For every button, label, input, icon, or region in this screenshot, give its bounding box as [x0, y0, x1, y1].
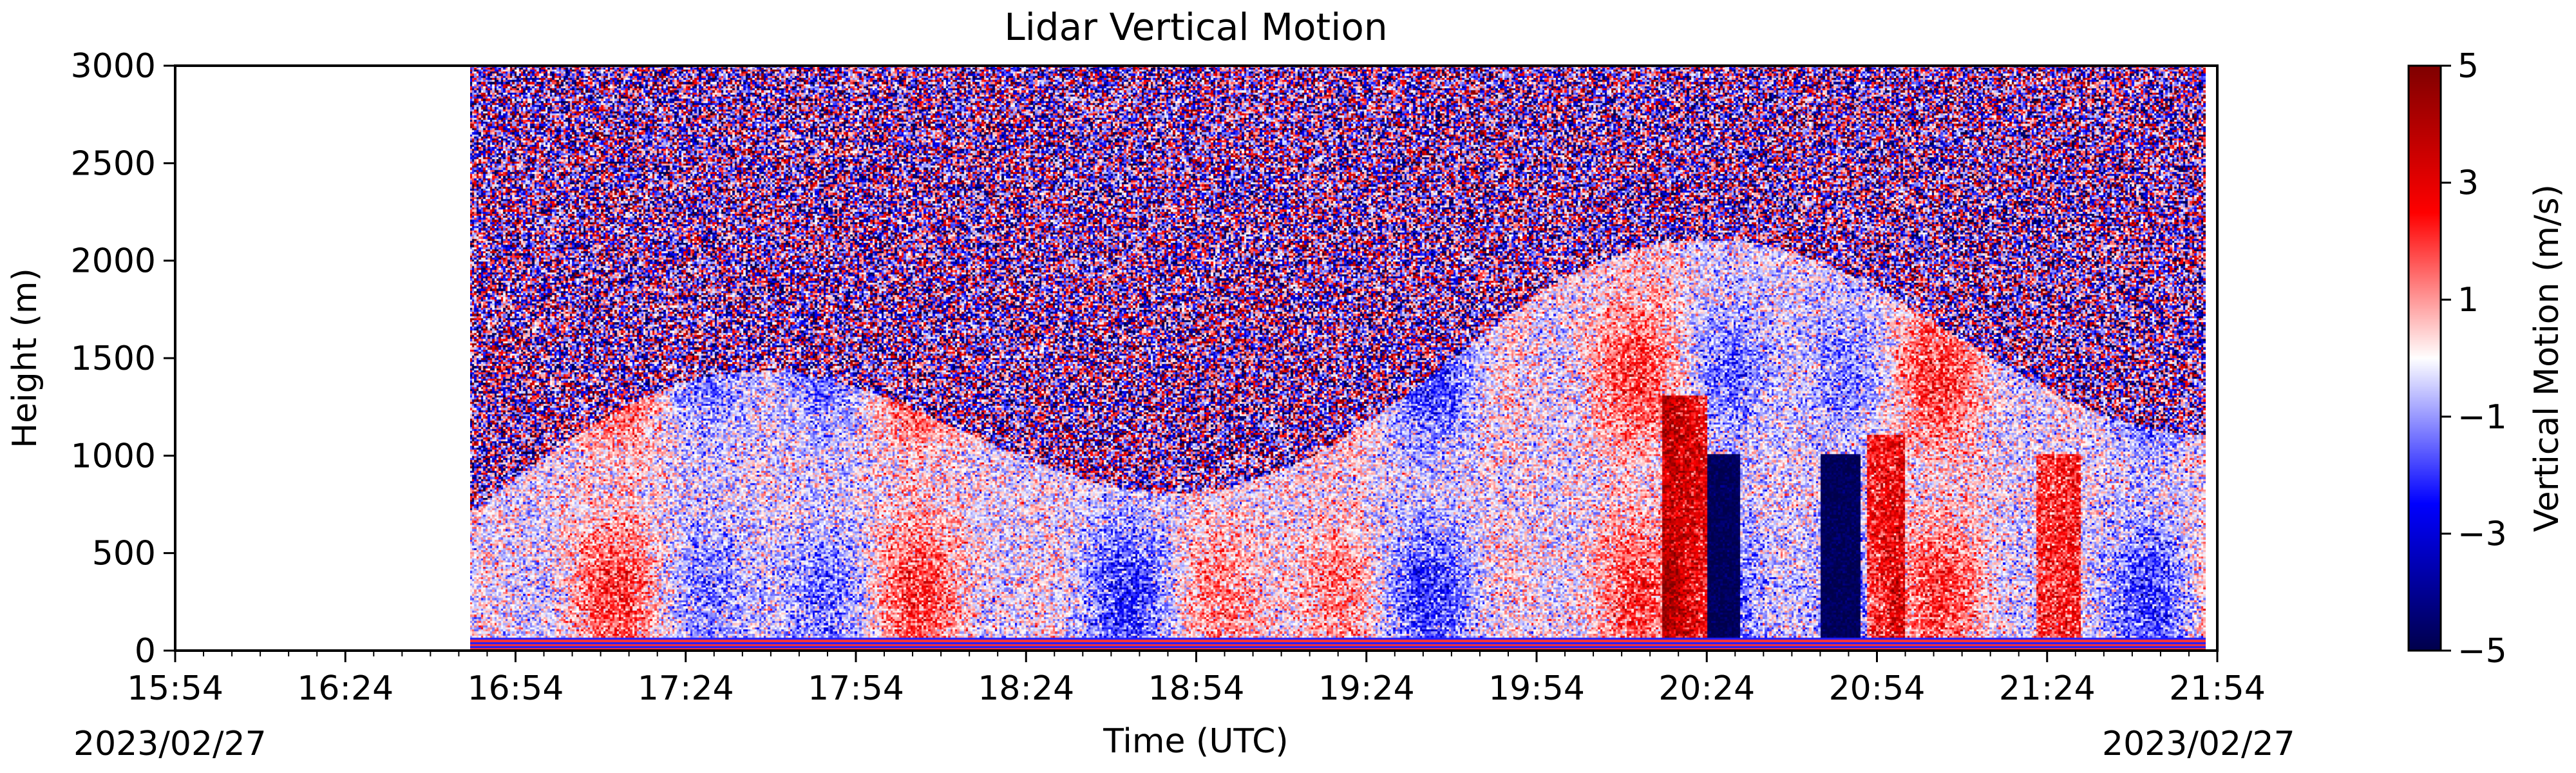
colorbar-tick-label: −1: [2458, 398, 2507, 437]
plot-area: [174, 64, 2219, 652]
chart-title: Lidar Vertical Motion: [1004, 5, 1387, 49]
y-axis-label: Height (m): [6, 268, 44, 448]
x-tick-label: 16:24: [297, 669, 393, 708]
x-tick-label: 21:54: [2169, 669, 2266, 708]
colorbar-tick-label: 3: [2458, 164, 2479, 203]
x-tick-label: 16:54: [468, 669, 564, 708]
date-label-left: 2023/02/27: [73, 725, 267, 763]
colorbar-frame: [2407, 64, 2442, 652]
y-axis: 0 500 1000 1500 2000 2500 3000: [71, 47, 175, 671]
x-tick-label: 20:54: [1829, 669, 1926, 708]
colorbar-gradient: [2409, 66, 2441, 651]
x-axis: 15:54 16:24 16:54 17:24 17:54 18:24 18:54 19:24…: [127, 651, 2266, 708]
y-tick-label: 3000: [71, 47, 156, 86]
x-tick-label: 17:54: [808, 669, 904, 708]
colorbar-ticks: 5 3 1 −1 −3 −5: [2441, 47, 2507, 671]
x-tick-label: 19:24: [1318, 669, 1415, 708]
colorbar-tick-label: −5: [2458, 632, 2507, 671]
colorbar-tick-label: 5: [2458, 47, 2479, 86]
colorbar-tick-label: 1: [2458, 281, 2479, 320]
x-tick-label: 18:24: [978, 669, 1074, 708]
colorbar: 5 3 1 −1 −3 −5: [2407, 47, 2507, 671]
date-label-right: 2023/02/27: [2102, 725, 2295, 763]
x-tick-label: 15:54: [127, 669, 223, 708]
x-axis-label: Time (UTC): [1103, 722, 1288, 761]
y-tick-label: 2000: [71, 242, 156, 281]
x-tick-label: 20:24: [1658, 669, 1755, 708]
y-tick-label: 500: [92, 535, 156, 573]
x-tick-label: 18:54: [1148, 669, 1245, 708]
y-tick-label: 1000: [71, 437, 156, 475]
colorbar-tick-label: −3: [2458, 515, 2507, 553]
y-tick-label: 0: [135, 632, 156, 671]
y-tick-label: 2500: [71, 144, 156, 183]
colorbar-label: Vertical Motion (m/s): [2528, 184, 2566, 532]
x-tick-label: 19:54: [1488, 669, 1585, 708]
y-tick-label: 1500: [71, 339, 156, 378]
x-tick-label: 17:24: [638, 669, 734, 708]
x-tick-label: 21:24: [1999, 669, 2096, 708]
vertical-motion-heatmap: [470, 66, 2206, 651]
